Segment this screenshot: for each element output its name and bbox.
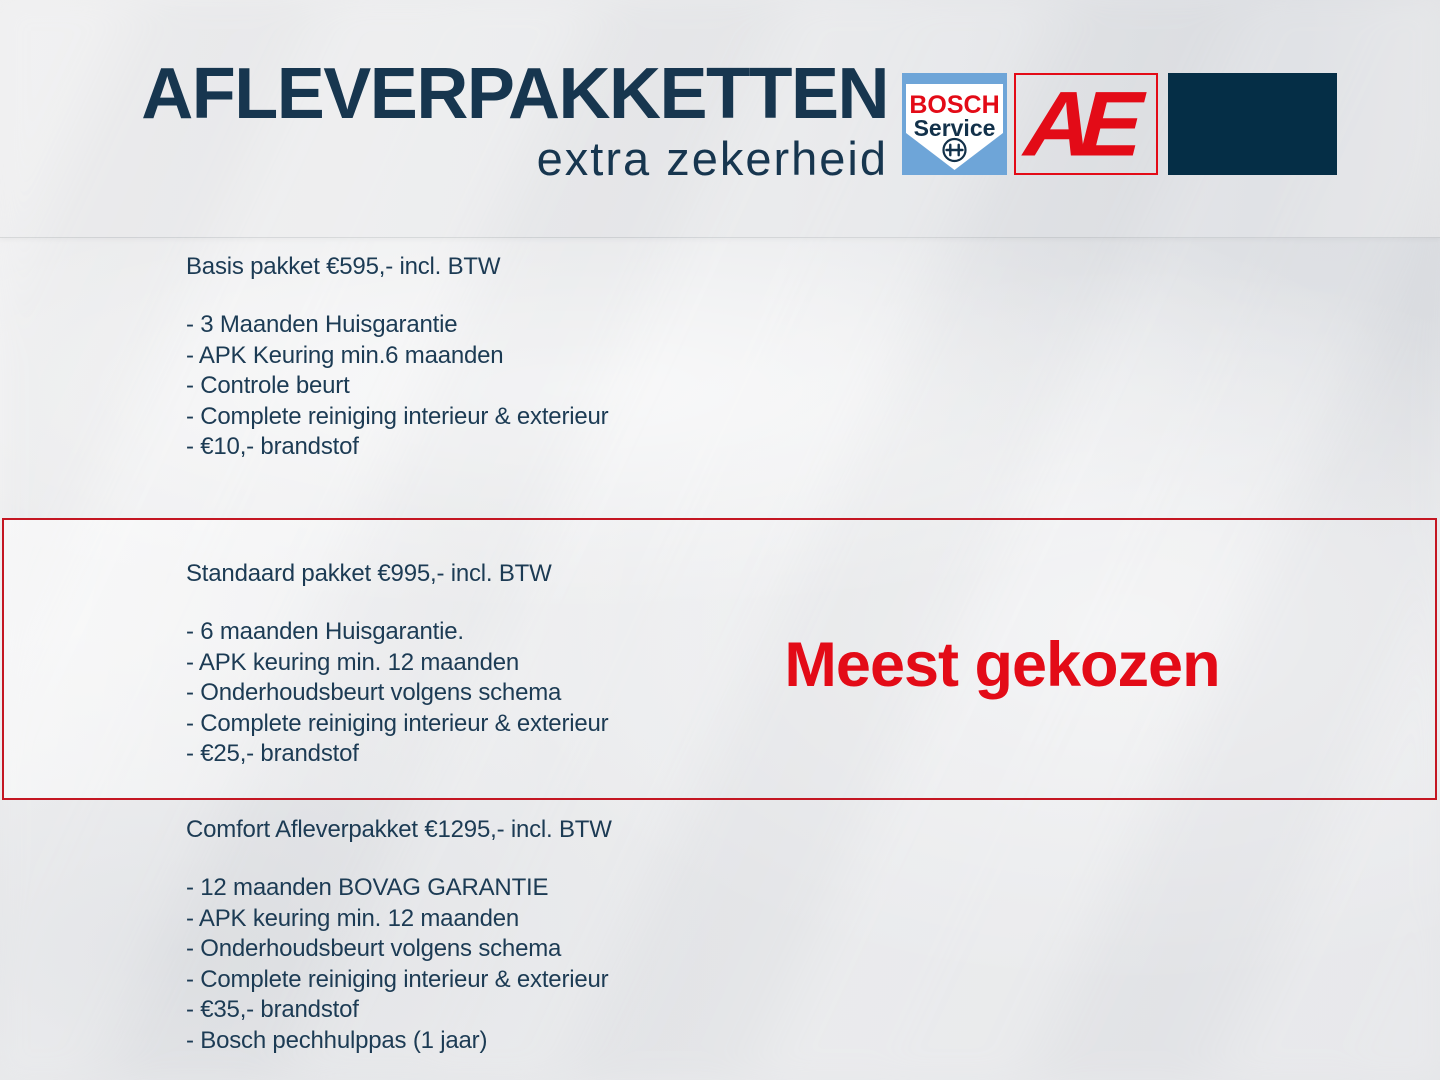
bosch-shield-icon: BOSCH Service bbox=[902, 73, 1007, 175]
package-item: - Complete reiniging interieur & exterie… bbox=[186, 965, 609, 993]
package-item: - APK Keuring min.6 maanden bbox=[186, 341, 504, 369]
bosch-logo-text: BOSCH bbox=[909, 91, 999, 119]
page-title: AFLEVERPAKKETTEN bbox=[141, 54, 889, 134]
package-basis: Basis pakket €595,- incl. BTW - 3 Maande… bbox=[186, 251, 609, 463]
package-standaard-items: - 6 maanden Huisgarantie. - APK keuring … bbox=[186, 617, 609, 770]
package-item: - 6 maanden Huisgarantie. bbox=[186, 618, 464, 645]
package-comfort: Comfort Afleverpakket €1295,- incl. BTW … bbox=[186, 814, 612, 1056]
ae-logo-letters: AE bbox=[1014, 73, 1145, 175]
package-item: - Onderhoudsbeurt volgens schema bbox=[186, 679, 562, 706]
package-item: - APK keuring min. 12 maanden bbox=[186, 648, 520, 676]
package-basis-items: - 3 Maanden Huisgarantie - APK Keuring m… bbox=[186, 310, 609, 463]
package-item: - €10,- brandstof bbox=[186, 433, 359, 460]
package-comfort-items: - 12 maanden BOVAG GARANTIE - APK keurin… bbox=[186, 873, 612, 1056]
package-basis-heading: Basis pakket €595,- incl. BTW bbox=[186, 253, 501, 280]
package-standaard: Standaard pakket €995,- incl. BTW - 6 ma… bbox=[186, 558, 609, 770]
package-item: - APK keuring min. 12 maanden bbox=[186, 904, 520, 932]
bosch-service-text: Service bbox=[914, 115, 996, 141]
bosch-service-logo: BOSCH Service bbox=[902, 73, 1007, 175]
ae-dealer-logo: AE bbox=[1014, 73, 1158, 175]
bosch-armature-icon bbox=[942, 137, 967, 163]
package-item: - 3 Maanden Huisgarantie bbox=[186, 311, 458, 338]
package-item: - 12 maanden BOVAG GARANTIE bbox=[186, 874, 549, 901]
package-item: - €25,- brandstof bbox=[186, 740, 359, 767]
package-comfort-heading: Comfort Afleverpakket €1295,- incl. BTW bbox=[186, 816, 612, 843]
package-item: - Onderhoudsbeurt volgens schema bbox=[186, 935, 562, 962]
package-item: - Bosch pechhulppas (1 jaar) bbox=[186, 1026, 488, 1054]
package-item: - Complete reiniging interieur & exterie… bbox=[186, 709, 609, 737]
header: AFLEVERPAKKETTEN extra zekerheid bbox=[141, 54, 889, 185]
brand-color-block bbox=[1168, 73, 1337, 175]
package-item: - €35,- brandstof bbox=[186, 996, 359, 1023]
most-chosen-badge: Meest gekozen bbox=[784, 630, 1220, 700]
standaard-highlight-outline bbox=[2, 518, 1437, 800]
package-item: - Complete reiniging interieur & exterie… bbox=[186, 402, 609, 430]
page-subtitle: extra zekerheid bbox=[536, 132, 888, 185]
package-standaard-heading: Standaard pakket €995,- incl. BTW bbox=[186, 560, 552, 587]
package-item: - Controle beurt bbox=[186, 372, 350, 399]
